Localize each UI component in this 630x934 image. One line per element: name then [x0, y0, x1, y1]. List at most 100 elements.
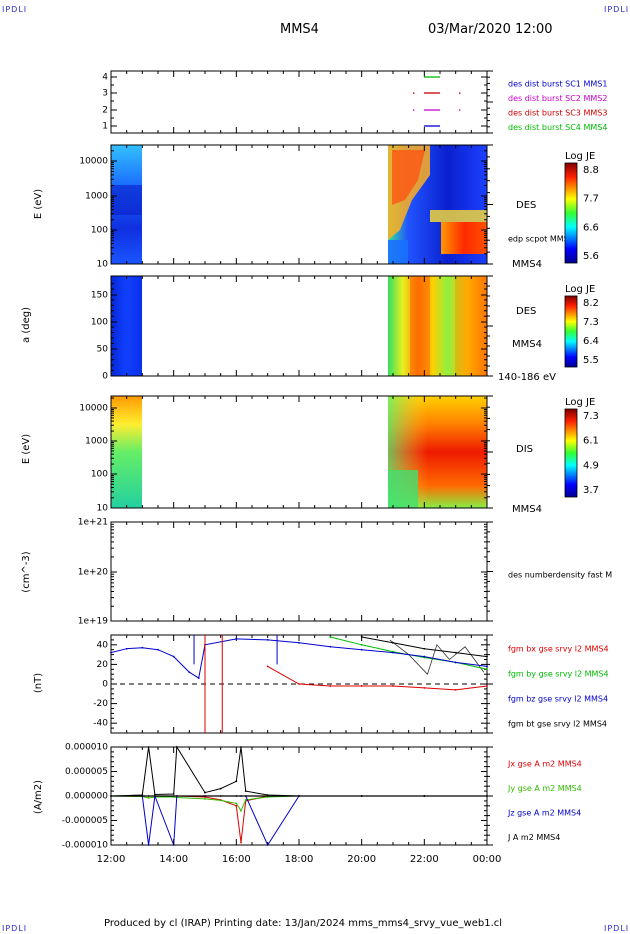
bz-line-point — [360, 648, 363, 651]
colorbar-tick-label: 7.3 — [583, 317, 599, 328]
bz-line-point — [110, 651, 112, 654]
bz-line-point — [454, 661, 457, 664]
bz-line-point — [423, 655, 426, 658]
availability-panel — [110, 70, 488, 134]
colorbar-tick-label: 7.3 — [583, 411, 599, 422]
spectrogram-block-left — [111, 396, 142, 508]
bz-line-point — [329, 645, 332, 648]
bt-line-point — [486, 655, 488, 658]
colorbar-tick-label: 3.7 — [583, 485, 599, 496]
y-tick-label: 1e+20 — [78, 568, 109, 578]
bz-line-point — [298, 641, 300, 644]
colorbar-tick-label: 6.1 — [583, 436, 599, 447]
bx-line-point — [360, 685, 363, 687]
spectrogram-hotspot — [441, 222, 487, 254]
availability-dot — [459, 92, 461, 94]
spectrogram-band — [410, 276, 430, 376]
y-tick-label: 1000 — [85, 437, 108, 447]
bz-line-point — [172, 655, 175, 658]
bx-line-point — [392, 685, 394, 687]
y-axis-label: a (deg) — [21, 307, 32, 343]
right-panel-label: 140-186 eV — [498, 372, 556, 383]
legend-entry: des dist burst SC3 MMS3 — [508, 109, 607, 118]
y-tick-label: 1 — [102, 122, 108, 132]
spectrogram-hotspot — [392, 150, 425, 205]
right-panel-label: DES — [516, 306, 536, 317]
legend-entry: des dist burst SC2 MMS2 — [508, 94, 607, 103]
y-tick-label: 10000 — [79, 404, 108, 414]
corner-label-bottom-left: IPDLI — [2, 924, 28, 933]
bz-line-point — [266, 639, 269, 641]
jx-line-point — [240, 841, 242, 844]
legend-entry: des dist burst SC4 MMS4 — [508, 123, 607, 132]
right-panel-label: DES — [516, 200, 536, 211]
y-axis-label: E (eV) — [21, 434, 32, 464]
j-line-point — [235, 780, 238, 783]
x-tick-label: 16:00 — [222, 854, 251, 865]
j-line-point — [219, 787, 222, 790]
y-tick-label: 100 — [91, 318, 108, 328]
y-tick-label: 0.000005 — [65, 767, 108, 777]
x-tick-label: 14:00 — [159, 854, 188, 865]
j-line-point — [147, 746, 150, 748]
legend-entry: des dist burst SC1 MMS1 — [508, 80, 607, 89]
colorbar-tick-label: 8.2 — [583, 298, 599, 309]
colorbar-title: Log JE — [565, 151, 595, 162]
availability-dot — [459, 109, 461, 111]
colorbar-tick-label: 4.9 — [583, 460, 599, 471]
jz-line-point — [147, 844, 150, 846]
right-panel-label: MMS4 — [512, 339, 542, 350]
y-tick-label: 100 — [91, 470, 108, 480]
y-tick-label: 40 — [97, 640, 109, 650]
y-tick-label: 10 — [97, 260, 109, 270]
bz-line-point — [157, 648, 159, 651]
jz-line — [111, 795, 487, 847]
bx-line-point — [298, 683, 300, 685]
jy-line — [110, 795, 487, 812]
spectrogram-band — [388, 240, 408, 264]
bz-line-point — [235, 638, 238, 640]
spectrogram-band — [455, 276, 487, 376]
spectrogram-band — [430, 210, 487, 222]
y-tick-label: 0.000000 — [65, 792, 108, 802]
bz-line-point — [125, 647, 128, 650]
colorbar-tick-label: 7.7 — [583, 194, 599, 205]
bz-line-point — [197, 677, 200, 680]
bt-line-point — [454, 651, 457, 654]
availability-dot — [413, 109, 415, 111]
legend-entry: J A m2 MMS4 — [507, 833, 560, 842]
y-tick-label: 0 — [102, 680, 108, 690]
y-tick-label: 10000 — [79, 157, 108, 167]
legend-entry: fgm by gse srvy l2 MMS4 — [508, 670, 609, 679]
legend-entry: fgm bz gse srvy l2 MMS4 — [508, 695, 608, 704]
y-axis-label: (nT) — [33, 673, 44, 693]
j-line-point — [153, 793, 156, 796]
right-panel-label: MMS4 — [512, 259, 542, 270]
colorbar — [564, 162, 578, 264]
bt-line-point — [360, 636, 363, 638]
corner-label-top-right: IPDLI — [604, 5, 630, 14]
colorbar-title: Log JE — [565, 397, 595, 408]
j-line-point — [175, 746, 178, 748]
right-panel-label: DIS — [516, 444, 533, 455]
colorbar-tick-label: 6.6 — [583, 222, 599, 233]
bt-line-point — [423, 647, 426, 650]
by-line-point — [360, 643, 363, 646]
x-tick-label: 18:00 — [285, 854, 314, 865]
y-tick-label: 150 — [91, 291, 108, 301]
colorbar-tick-label: 5.5 — [583, 355, 599, 366]
bz-line-point — [188, 671, 191, 674]
j-line-point — [172, 793, 175, 795]
bz-line-point — [141, 646, 144, 649]
right-panel-label: MMS4 — [512, 504, 542, 515]
right-panel-label: des numberdensity fast M — [508, 571, 612, 580]
jx-line — [111, 795, 487, 843]
y-tick-label: 0.000010 — [65, 743, 108, 753]
y-tick-label: 1000 — [85, 192, 108, 202]
y-tick-label: 100 — [91, 226, 108, 236]
right-panel-label: edp scpot MMS4 — [508, 235, 574, 244]
jy-line-point — [219, 799, 222, 802]
bx-line — [267, 665, 488, 691]
j-line-point — [240, 746, 242, 748]
